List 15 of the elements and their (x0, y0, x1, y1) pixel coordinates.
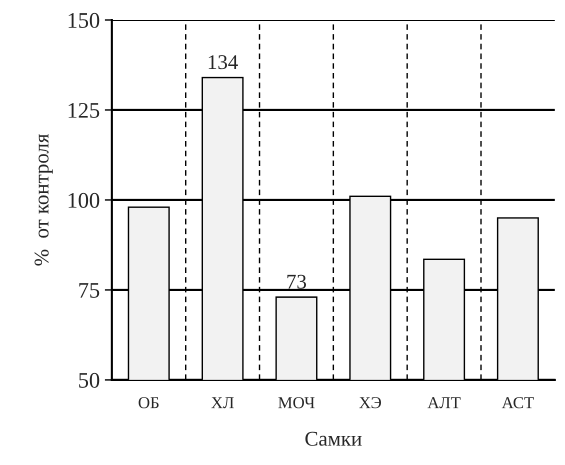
y-tick-label: 100 (68, 192, 100, 208)
x-tick-label: ХЭ (359, 397, 381, 408)
x-tick-label: ХЛ (211, 397, 234, 408)
y-tick-label: 150 (68, 12, 100, 28)
x-tick-label: АСТ (502, 397, 534, 408)
x-tick-label: МОЧ (278, 397, 315, 408)
y-tick-label: 50 (79, 372, 100, 388)
y-axis-title: % от контроля (34, 134, 53, 266)
x-axis-title: Самки (305, 432, 362, 446)
data-label: 134 (208, 55, 238, 70)
y-tick-label: 75 (79, 283, 100, 298)
x-tick-label: ОБ (138, 397, 159, 408)
y-tick-label: 125 (68, 102, 100, 118)
x-tick-label: АЛТ (427, 397, 461, 408)
data-label: 73 (287, 274, 306, 289)
